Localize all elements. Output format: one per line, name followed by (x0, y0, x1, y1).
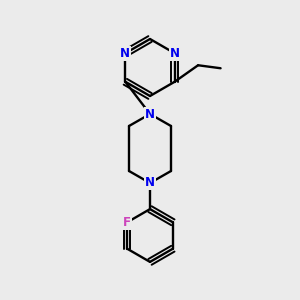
Text: F: F (123, 216, 131, 229)
Text: N: N (145, 107, 155, 121)
Text: N: N (170, 47, 180, 60)
Text: N: N (145, 176, 155, 190)
Text: N: N (120, 47, 130, 60)
